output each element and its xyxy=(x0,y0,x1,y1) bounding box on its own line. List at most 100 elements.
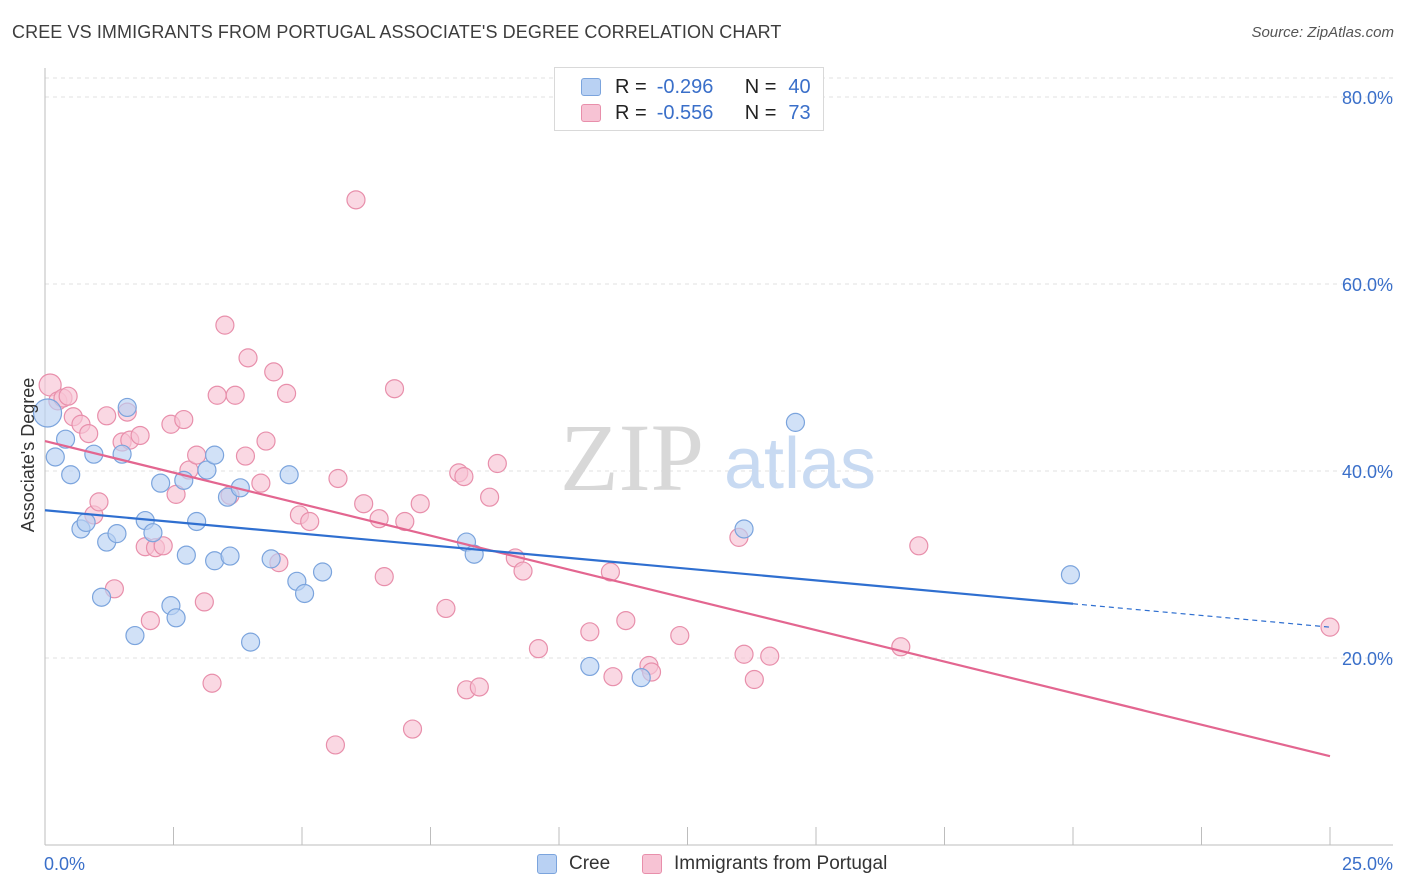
portugal-point xyxy=(480,487,500,507)
bottom-legend-cree-label: Cree xyxy=(569,853,611,874)
portugal-point xyxy=(354,494,374,514)
cree-point xyxy=(312,562,333,582)
legend-row-cree: R = -0.296 N = 40 xyxy=(581,75,811,99)
portugal-point xyxy=(909,536,929,556)
watermark: ZIP atlas xyxy=(560,404,876,511)
legend-n-label: N = xyxy=(744,75,777,98)
bottom-legend-cree: Cree xyxy=(537,851,610,877)
bottom-legend-swatch-portugal xyxy=(642,854,662,874)
portugal-point xyxy=(454,467,474,487)
portugal-point xyxy=(1320,617,1340,637)
portugal-point xyxy=(251,473,271,493)
cree-point xyxy=(197,460,217,480)
watermark-zip: ZIP xyxy=(560,404,704,511)
cree-point xyxy=(217,487,238,507)
portugal-point xyxy=(580,622,600,642)
cree-point xyxy=(32,398,63,428)
portugal-point xyxy=(374,567,394,587)
portugal-point xyxy=(202,673,222,693)
cree-point xyxy=(205,445,225,465)
portugal-point xyxy=(58,386,78,406)
portugal-point xyxy=(300,511,320,532)
portugal-point xyxy=(264,362,284,382)
cree-point xyxy=(151,473,171,493)
cree-point xyxy=(166,608,186,628)
portugal-point xyxy=(79,424,99,444)
portugal-point xyxy=(402,719,423,739)
legend-swatch-portugal xyxy=(581,104,601,122)
tick-labels: 20.0% 40.0% 60.0% 80.0% 0.0% 25.0% xyxy=(44,88,1393,874)
cree-point xyxy=(580,656,600,677)
portugal-point xyxy=(600,562,621,582)
portugal-point xyxy=(97,406,117,426)
cree-point xyxy=(785,412,806,432)
cree-point xyxy=(631,668,651,688)
data-points xyxy=(32,190,1340,755)
cree-point xyxy=(45,447,65,467)
portugal-point xyxy=(130,425,150,446)
portugal-point xyxy=(256,431,276,451)
portugal-point xyxy=(744,669,764,690)
cree-point xyxy=(734,519,754,539)
portugal-point xyxy=(140,610,160,631)
legend-cree-r: -0.296 xyxy=(656,75,714,98)
portugal-point xyxy=(528,639,549,659)
cree-point xyxy=(55,429,76,449)
cree-point xyxy=(1060,565,1081,585)
portugal-point xyxy=(616,610,636,631)
legend-r-label: R = xyxy=(615,101,647,124)
cree-point xyxy=(187,511,207,532)
y-tick-label: 20.0% xyxy=(1342,649,1393,669)
portugal-point xyxy=(276,383,297,403)
watermark-atlas: atlas xyxy=(724,424,876,504)
cree-point xyxy=(91,587,112,607)
legend: R = -0.296 N = 40 R = -0.556 N = 73 xyxy=(554,67,824,131)
cree-point xyxy=(220,546,240,566)
cree-point xyxy=(279,465,299,485)
legend-r-label: R = xyxy=(615,75,647,98)
cree-point xyxy=(143,523,163,543)
legend-row-portugal: R = -0.556 N = 73 xyxy=(581,101,811,125)
portugal-point xyxy=(760,646,780,666)
portugal-point xyxy=(225,385,245,405)
chart-title: CREE VS IMMIGRANTS FROM PORTUGAL ASSOCIA… xyxy=(12,22,782,42)
y-tick-label: 60.0% xyxy=(1342,275,1393,295)
cree-point xyxy=(117,397,137,418)
legend-swatch-cree xyxy=(581,78,601,96)
y-tick-label: 80.0% xyxy=(1342,88,1393,108)
portugal-trend-line xyxy=(44,440,1331,758)
portugal-point xyxy=(325,735,346,755)
axes xyxy=(44,68,1393,846)
legend-portugal-r: -0.556 xyxy=(656,101,714,124)
bottom-legend-swatch-cree xyxy=(537,854,557,874)
portugal-point xyxy=(384,379,405,399)
source-label: Source: ZipAtlas.com xyxy=(1251,24,1394,41)
x-tick-label: 25.0% xyxy=(1342,854,1393,874)
portugal-point xyxy=(469,677,489,697)
portugal-point xyxy=(395,511,415,532)
bottom-legend-portugal-label: Immigrants from Portugal xyxy=(674,853,888,874)
portugal-point xyxy=(513,561,533,581)
legend-cree-n: 40 xyxy=(788,75,811,98)
cree-point xyxy=(294,583,315,604)
cree-trend-extension xyxy=(1072,603,1331,628)
cree-point xyxy=(261,549,281,569)
y-tick-label: 40.0% xyxy=(1342,462,1393,482)
cree-point xyxy=(107,524,127,544)
portugal-point xyxy=(153,536,173,556)
portugal-point xyxy=(215,315,235,335)
bottom-legend-portugal: Immigrants from Portugal xyxy=(642,851,887,877)
portugal-point xyxy=(670,625,690,646)
cree-point xyxy=(61,465,81,485)
trend-lines xyxy=(44,440,1331,758)
portugal-point xyxy=(487,453,507,474)
cree-point xyxy=(76,512,96,533)
cree-trend-line xyxy=(44,509,1074,605)
portugal-point xyxy=(436,598,456,619)
portugal-point xyxy=(410,494,430,514)
portugal-point xyxy=(734,644,754,664)
cree-point xyxy=(125,625,145,646)
legend-portugal-n: 73 xyxy=(788,101,811,124)
portugal-point xyxy=(346,190,366,210)
